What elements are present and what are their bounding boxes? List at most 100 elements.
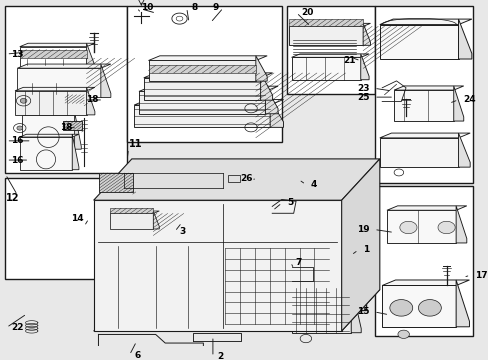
Polygon shape [458, 19, 471, 59]
Polygon shape [458, 133, 469, 167]
Text: 11: 11 [128, 139, 142, 149]
Bar [148, 66, 255, 73]
Bar [382, 285, 455, 327]
Polygon shape [86, 43, 95, 69]
Polygon shape [291, 54, 368, 57]
Polygon shape [453, 86, 463, 121]
Polygon shape [291, 284, 361, 288]
Text: 18: 18 [86, 95, 98, 104]
Polygon shape [148, 56, 266, 60]
Polygon shape [382, 280, 468, 285]
Polygon shape [269, 99, 283, 127]
Bar [99, 173, 133, 192]
Polygon shape [86, 87, 95, 115]
Text: 4: 4 [310, 180, 316, 189]
Text: 7: 7 [295, 258, 301, 267]
Polygon shape [255, 56, 266, 81]
Text: 21: 21 [343, 56, 355, 65]
Wedge shape [397, 330, 408, 338]
Text: 16: 16 [11, 156, 23, 165]
Wedge shape [20, 98, 27, 103]
Polygon shape [20, 134, 79, 137]
Bar [65, 95, 84, 103]
Bar [99, 173, 133, 192]
Bar [386, 210, 455, 243]
Wedge shape [437, 221, 454, 234]
Wedge shape [389, 300, 412, 316]
Polygon shape [72, 134, 79, 170]
Text: 14: 14 [71, 214, 84, 223]
Text: 17: 17 [474, 271, 487, 280]
Bar [134, 105, 269, 127]
Polygon shape [153, 211, 159, 229]
Wedge shape [17, 126, 22, 130]
Bar [20, 137, 72, 170]
Bar [139, 91, 265, 114]
Polygon shape [94, 159, 379, 200]
Wedge shape [418, 300, 441, 316]
Polygon shape [15, 87, 95, 91]
Bar [18, 68, 101, 98]
Polygon shape [110, 211, 159, 213]
Bar [148, 60, 255, 81]
Bar [15, 91, 86, 115]
Polygon shape [393, 86, 463, 90]
Polygon shape [20, 43, 95, 47]
Bar [286, 6, 374, 94]
Text: 10: 10 [141, 3, 153, 12]
Polygon shape [18, 64, 111, 68]
Bar [20, 50, 86, 58]
Polygon shape [341, 159, 379, 331]
Bar [393, 90, 453, 121]
Polygon shape [94, 200, 341, 331]
Text: 3: 3 [179, 227, 185, 236]
Polygon shape [350, 284, 361, 333]
Text: 15: 15 [356, 307, 368, 316]
Polygon shape [94, 290, 379, 331]
Text: 2: 2 [217, 352, 224, 360]
Bar [374, 186, 472, 336]
Polygon shape [379, 19, 471, 24]
Text: 23: 23 [356, 84, 368, 93]
Bar [288, 26, 363, 45]
Bar [288, 19, 363, 26]
Text: 12: 12 [6, 193, 20, 203]
Bar [127, 6, 282, 142]
Polygon shape [260, 73, 272, 100]
Bar [62, 121, 81, 130]
Bar [22, 115, 75, 149]
Text: 1: 1 [363, 246, 368, 255]
Polygon shape [22, 112, 81, 115]
Text: 18: 18 [60, 123, 72, 132]
Bar [110, 208, 153, 213]
Text: 9: 9 [212, 3, 218, 12]
Text: 20: 20 [301, 8, 313, 17]
Text: 19: 19 [356, 225, 368, 234]
Bar [286, 209, 365, 310]
Text: 8: 8 [191, 3, 197, 12]
Polygon shape [363, 23, 370, 45]
Text: 26: 26 [240, 174, 252, 183]
Polygon shape [75, 112, 81, 149]
Text: 13: 13 [11, 50, 23, 59]
Bar [379, 24, 458, 59]
Bar [291, 288, 350, 333]
Bar [143, 78, 260, 100]
Polygon shape [386, 206, 466, 210]
Text: 22: 22 [11, 323, 23, 332]
Polygon shape [379, 133, 469, 138]
Bar [379, 138, 458, 167]
Bar [110, 213, 153, 229]
Bar [374, 6, 472, 183]
Polygon shape [455, 206, 466, 243]
Wedge shape [399, 221, 416, 234]
Text: 5: 5 [286, 198, 292, 207]
Bar [65, 95, 84, 103]
Polygon shape [455, 280, 468, 327]
Polygon shape [265, 86, 278, 114]
Polygon shape [360, 54, 368, 80]
Text: 16: 16 [11, 136, 23, 145]
Polygon shape [134, 99, 283, 105]
Bar [5, 178, 127, 279]
Polygon shape [139, 86, 278, 91]
